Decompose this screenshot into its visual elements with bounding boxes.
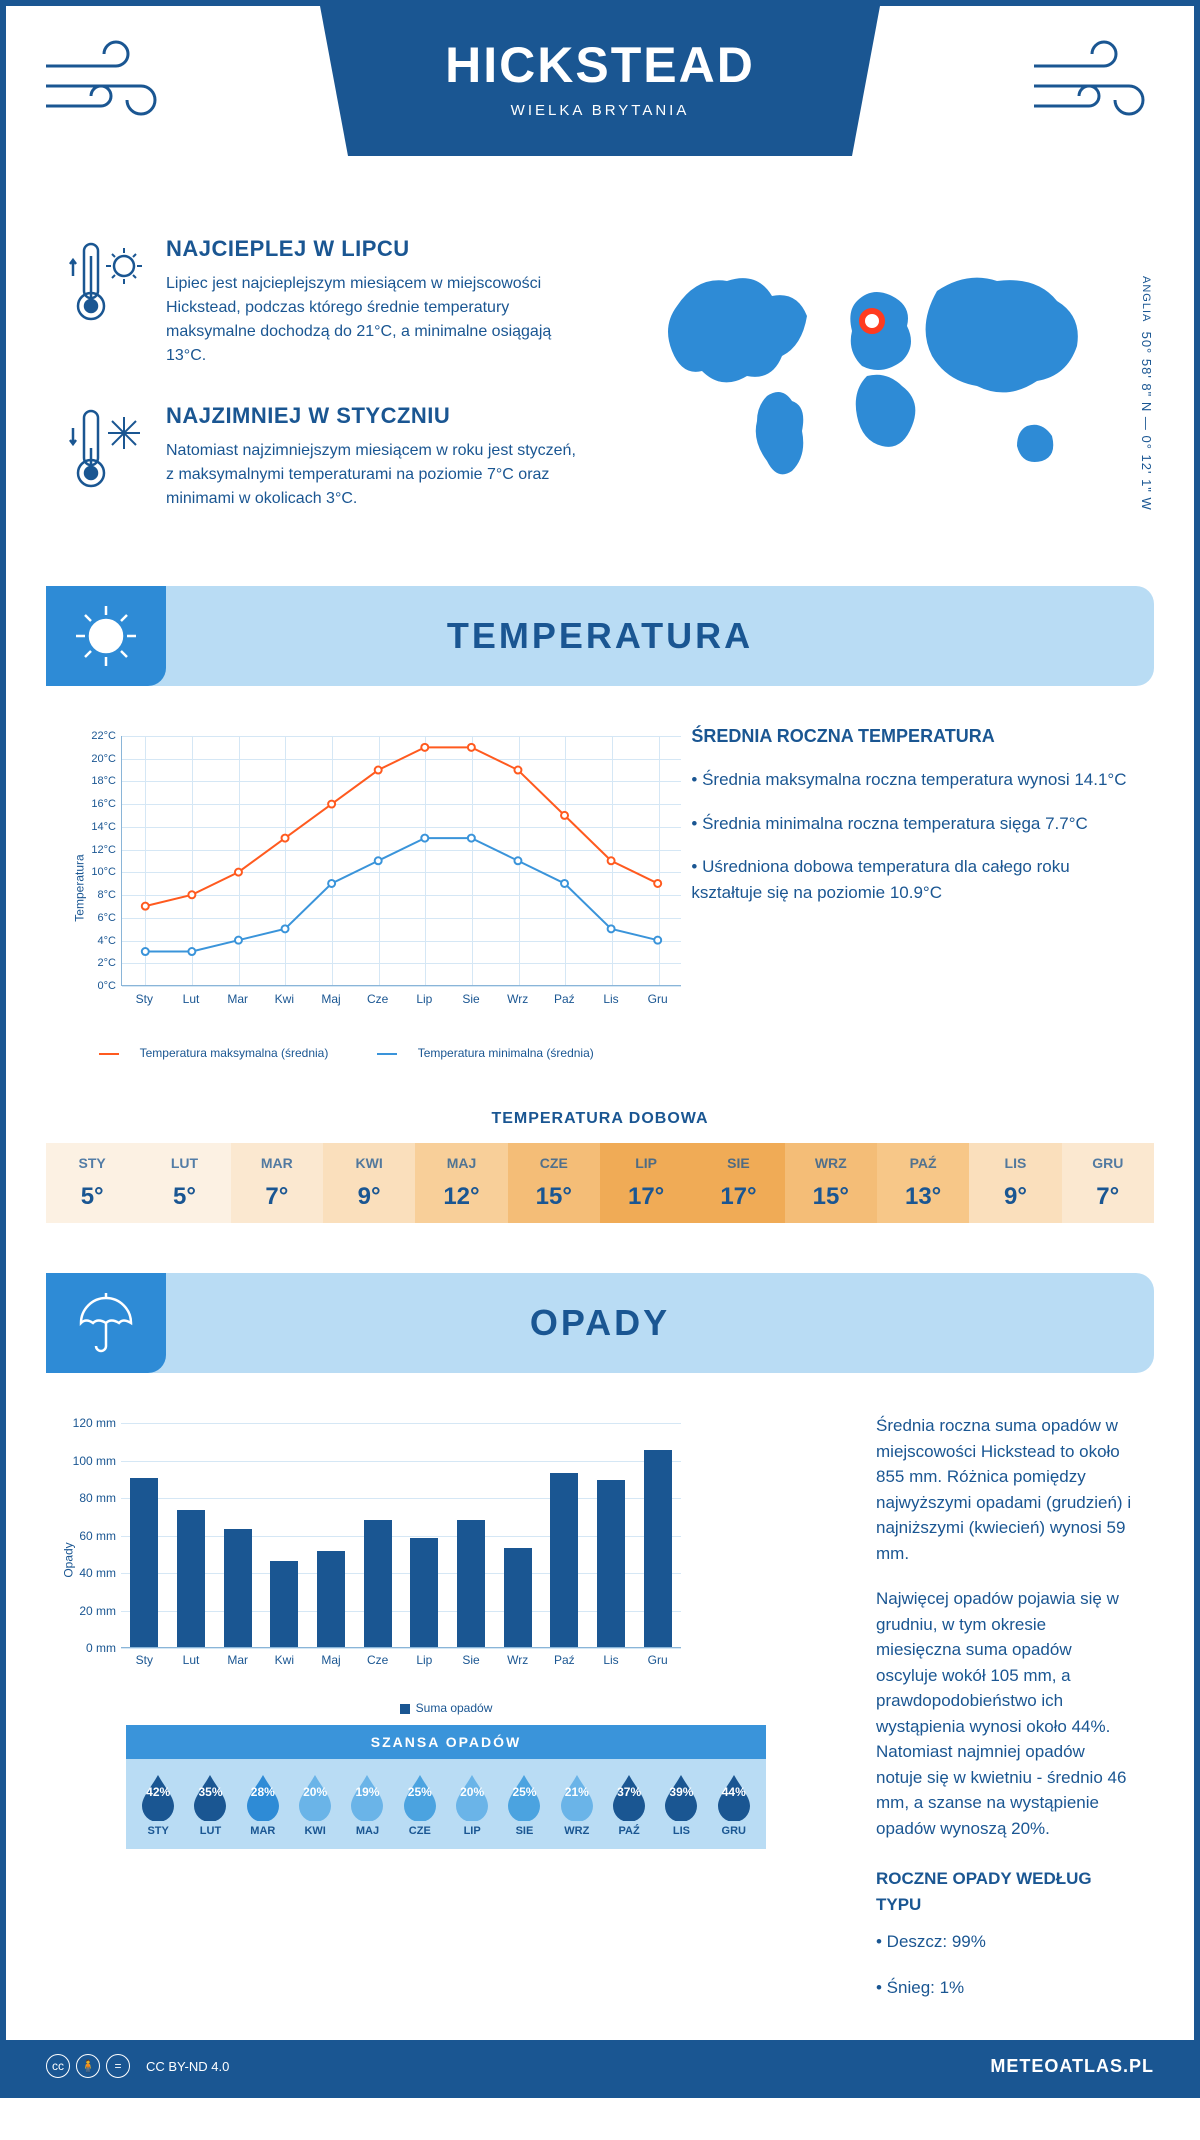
- intro-section: NAJCIEPLEJ W LIPCU Lipiec jest najcieple…: [6, 206, 1194, 586]
- daily-cell: SIE17°: [692, 1143, 784, 1223]
- section-header-precip: OPADY: [46, 1273, 1154, 1373]
- chance-cell: 25%CZE: [394, 1771, 446, 1837]
- daily-cell: LIP17°: [600, 1143, 692, 1223]
- chance-cell: 21%WRZ: [551, 1771, 603, 1837]
- bar: [457, 1520, 485, 1648]
- daily-cell: KWI9°: [323, 1143, 415, 1223]
- brand: METEOATLAS.PL: [990, 2056, 1154, 2077]
- wind-icon: [1024, 36, 1164, 131]
- world-map: [620, 236, 1134, 516]
- daily-cell: MAJ12°: [415, 1143, 507, 1223]
- precip-info: Średnia roczna suma opadów w miejscowośc…: [876, 1413, 1134, 2020]
- thermometer-sun-icon: [66, 236, 146, 368]
- chart-legend: Temperatura maksymalna (średnia) Tempera…: [66, 1046, 641, 1060]
- daily-cell: GRU7°: [1062, 1143, 1154, 1223]
- coordinates: ANGLIA 50° 58' 8" N — 0° 12' 1" W: [1139, 276, 1154, 511]
- chance-cell: 20%KWI: [289, 1771, 341, 1837]
- bar: [644, 1450, 672, 1647]
- section-title: OPADY: [530, 1302, 670, 1344]
- chance-cell: 20%LIP: [446, 1771, 498, 1837]
- daily-temp-title: TEMPERATURA DOBOWA: [6, 1110, 1194, 1128]
- footer: cc 🧍 = CC BY-ND 4.0 METEOATLAS.PL: [6, 2040, 1194, 2092]
- info-title: ŚREDNIA ROCZNA TEMPERATURA: [691, 726, 1134, 747]
- precip-text: Najwięcej opadów pojawia się w grudniu, …: [876, 1586, 1134, 1841]
- precip-text: Średnia roczna suma opadów w miejscowośc…: [876, 1413, 1134, 1566]
- info-point: • Średnia minimalna roczna temperatura s…: [691, 811, 1134, 837]
- bar: [504, 1548, 532, 1647]
- precip-type-title: ROCZNE OPADY WEDŁUG TYPU: [876, 1866, 1134, 1917]
- chance-cell: 42%STY: [132, 1771, 184, 1837]
- fact-warmest: NAJCIEPLEJ W LIPCU Lipiec jest najcieple…: [66, 236, 580, 368]
- chance-cell: 37%PAŹ: [603, 1771, 655, 1837]
- daily-cell: WRZ15°: [785, 1143, 877, 1223]
- bar: [317, 1551, 345, 1647]
- bar: [270, 1561, 298, 1647]
- cc-icon: cc: [46, 2054, 70, 2078]
- bar: [364, 1520, 392, 1648]
- bar: [597, 1480, 625, 1647]
- umbrella-icon: [46, 1273, 166, 1373]
- bar: [177, 1510, 205, 1647]
- daily-cell: LUT5°: [138, 1143, 230, 1223]
- chance-cell: 44%GRU: [708, 1771, 760, 1837]
- fact-coldest-title: NAJZIMNIEJ W STYCZNIU: [166, 403, 580, 429]
- daily-cell: LIS9°: [969, 1143, 1061, 1223]
- precip-bar-chart: Opady 0 mm20 mm40 mm60 mm80 mm100 mm120 …: [66, 1413, 826, 2020]
- page-subtitle: WIELKA BRYTANIA: [320, 102, 880, 119]
- bar: [410, 1538, 438, 1647]
- header: HICKSTEAD WIELKA BRYTANIA: [6, 6, 1194, 206]
- info-point: • Uśredniona dobowa temperatura dla całe…: [691, 854, 1134, 905]
- fact-warmest-text: Lipiec jest najcieplejszym miesiącem w m…: [166, 272, 580, 368]
- title-banner: HICKSTEAD WIELKA BRYTANIA: [320, 6, 880, 156]
- page-title: HICKSTEAD: [320, 36, 880, 94]
- thermometer-snow-icon: [66, 403, 146, 511]
- daily-cell: PAŹ13°: [877, 1143, 969, 1223]
- license: cc 🧍 = CC BY-ND 4.0: [46, 2054, 229, 2078]
- bar: [550, 1473, 578, 1647]
- daily-cell: CZE15°: [508, 1143, 600, 1223]
- info-point: • Średnia maksymalna roczna temperatura …: [691, 767, 1134, 793]
- daily-temp-table: STY5°LUT5°MAR7°KWI9°MAJ12°CZE15°LIP17°SI…: [46, 1143, 1154, 1223]
- rain-chance-table: SZANSA OPADÓW 42%STY35%LUT28%MAR20%KWI19…: [126, 1725, 766, 1849]
- chance-cell: 39%LIS: [655, 1771, 707, 1837]
- chance-cell: 28%MAR: [237, 1771, 289, 1837]
- nd-icon: =: [106, 2054, 130, 2078]
- fact-warmest-title: NAJCIEPLEJ W LIPCU: [166, 236, 580, 262]
- daily-cell: STY5°: [46, 1143, 138, 1223]
- temperature-line-chart: Temperatura 0°C2°C4°C6°C8°C10°C12°C14°C1…: [66, 726, 641, 1060]
- daily-cell: MAR7°: [231, 1143, 323, 1223]
- wind-icon: [36, 36, 176, 131]
- bar: [224, 1529, 252, 1647]
- chance-cell: 25%SIE: [498, 1771, 550, 1837]
- section-header-temperature: TEMPERATURA: [46, 586, 1154, 686]
- precip-type-snow: • Śnieg: 1%: [876, 1975, 1134, 2001]
- chance-title: SZANSA OPADÓW: [126, 1725, 766, 1759]
- sun-icon: [46, 586, 166, 686]
- bar: [130, 1478, 158, 1647]
- chance-cell: 35%LUT: [184, 1771, 236, 1837]
- fact-coldest-text: Natomiast najzimniejszym miesiącem w rok…: [166, 439, 580, 511]
- by-icon: 🧍: [76, 2054, 100, 2078]
- section-title: TEMPERATURA: [447, 615, 753, 657]
- temperature-info: ŚREDNIA ROCZNA TEMPERATURA • Średnia mak…: [691, 726, 1134, 1060]
- chart-legend: Suma opadów: [66, 1701, 826, 1715]
- precip-type-rain: • Deszcz: 99%: [876, 1929, 1134, 1955]
- chance-cell: 19%MAJ: [341, 1771, 393, 1837]
- fact-coldest: NAJZIMNIEJ W STYCZNIU Natomiast najzimni…: [66, 403, 580, 511]
